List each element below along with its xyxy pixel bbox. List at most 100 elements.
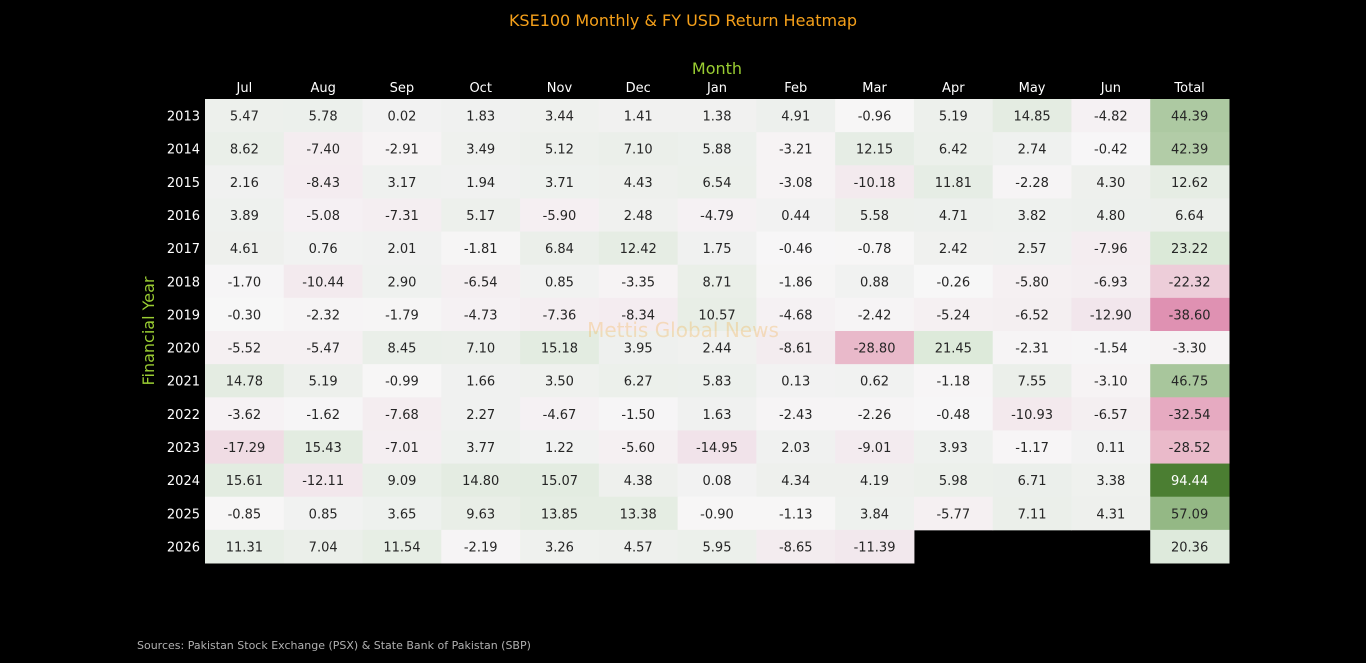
heatmap-cell xyxy=(598,463,679,498)
cell-value-label: 1.83 xyxy=(466,110,495,125)
row-labels: 2013 2014 2015 2016 2017 2018 2019 2020 2021 2022… xyxy=(167,110,200,556)
heatmap-cell xyxy=(1150,463,1230,498)
heatmap-cell xyxy=(283,132,364,166)
heatmap-cell xyxy=(677,99,757,133)
cell-value-label: 4.71 xyxy=(939,209,968,224)
cell-value-label: -38.60 xyxy=(1169,308,1211,323)
cell-value-label: -1.13 xyxy=(779,507,813,522)
heatmap-cell xyxy=(1150,198,1230,233)
heatmap-cell xyxy=(835,430,915,465)
cell-value-label: 14.78 xyxy=(226,375,263,390)
heatmap-cell xyxy=(1150,397,1230,431)
cell-value-label: -1.62 xyxy=(306,408,340,423)
heatmap-cell xyxy=(205,231,285,266)
heatmap-cell xyxy=(677,496,757,531)
heatmap-cell xyxy=(362,297,442,332)
heatmap-cell xyxy=(677,264,757,299)
cell-value-label: 44.39 xyxy=(1171,110,1208,125)
heatmap-cell xyxy=(441,529,521,564)
heatmap-cell xyxy=(598,496,679,531)
cell-value-label: -1.18 xyxy=(936,375,970,390)
cell-value-label: -1.17 xyxy=(1015,441,1049,456)
cell-value-label: -1.50 xyxy=(621,408,655,423)
cell-value-label: -9.01 xyxy=(858,441,892,456)
heatmap-cell xyxy=(598,231,679,266)
heatmap-cell xyxy=(756,198,836,233)
heatmap-cell xyxy=(362,496,442,531)
cell-value-label: 11.54 xyxy=(383,540,420,555)
cell-value-label: -0.46 xyxy=(779,242,813,257)
cell-value-label: -2.43 xyxy=(779,408,813,423)
heatmap-cell xyxy=(913,496,994,531)
heatmap-cell xyxy=(1150,496,1230,531)
heatmap-cell xyxy=(520,198,600,233)
cell-value-label: -0.30 xyxy=(228,308,262,323)
heatmap-cell xyxy=(835,165,915,199)
heatmap-cell xyxy=(835,496,915,531)
heatmap-cell xyxy=(1071,463,1151,498)
heatmap-cell xyxy=(205,264,285,299)
cell-value-label: 3.93 xyxy=(939,441,968,456)
heatmap-cell xyxy=(205,331,285,365)
cell-value-label: -6.54 xyxy=(464,275,498,290)
cell-value-label: 5.19 xyxy=(939,110,968,125)
cell-value-label: -2.19 xyxy=(464,540,498,555)
heatmap-cell xyxy=(835,231,915,266)
cell-value-label: -0.99 xyxy=(385,375,419,390)
heatmap-cell xyxy=(756,430,836,465)
heatmap-cell xyxy=(362,529,442,564)
cell-value-label: 15.43 xyxy=(305,441,342,456)
cell-value-label: 4.43 xyxy=(624,176,653,191)
cell-value-label: -5.90 xyxy=(543,209,577,224)
cell-value-label: -7.01 xyxy=(385,441,419,456)
heatmap-cell xyxy=(441,198,521,233)
cell-value-label: -32.54 xyxy=(1169,408,1211,423)
row-label-2013: 2013 xyxy=(167,110,200,125)
heatmap-cell xyxy=(362,397,442,431)
cell-value-label: -3.21 xyxy=(779,143,813,158)
cell-value-label: -5.47 xyxy=(306,342,340,357)
heatmap-cell xyxy=(520,231,600,266)
cell-value-label: 4.57 xyxy=(624,540,653,555)
cell-value-label: 4.31 xyxy=(1096,507,1125,522)
cell-value-label: -4.82 xyxy=(1094,110,1128,125)
heatmap-cell xyxy=(677,231,757,266)
cell-value-label: 6.27 xyxy=(624,375,653,390)
cell-value-label: -8.61 xyxy=(779,342,813,357)
cell-value-label: -0.85 xyxy=(228,507,262,522)
cell-value-label: -28.80 xyxy=(854,342,896,357)
column-label-nov: Nov xyxy=(547,81,573,96)
cell-value-label: -5.77 xyxy=(936,507,970,522)
cell-value-label: 5.83 xyxy=(703,375,732,390)
row-label-2015: 2015 xyxy=(167,176,200,191)
row-label-2024: 2024 xyxy=(167,474,200,489)
cell-value-label: -5.60 xyxy=(621,441,655,456)
heatmap-cell xyxy=(1150,264,1230,299)
cell-value-label: 6.84 xyxy=(545,242,574,257)
cell-value-label: -11.39 xyxy=(854,540,896,555)
heatmap-cell xyxy=(1150,297,1230,332)
heatmap-cell xyxy=(598,364,679,398)
heatmap-cell xyxy=(835,99,915,133)
heatmap-cell xyxy=(992,397,1072,431)
cell-value-label: -5.80 xyxy=(1015,275,1049,290)
heatmap-cell xyxy=(1071,430,1151,465)
heatmap-cell xyxy=(520,430,600,465)
column-label-jan: Jan xyxy=(706,81,727,96)
cell-value-label: -6.57 xyxy=(1094,408,1128,423)
cell-value-label: 8.45 xyxy=(387,342,416,357)
heatmap-cell xyxy=(992,297,1072,332)
heatmap-cell xyxy=(992,165,1072,199)
heatmap-cell xyxy=(677,463,757,498)
cell-value-label: 1.75 xyxy=(703,242,732,257)
cell-value-label: 4.80 xyxy=(1096,209,1125,224)
cell-value-label: -3.35 xyxy=(621,275,655,290)
heatmap-cell xyxy=(441,99,521,133)
y-axis-title: Financial Year xyxy=(139,276,158,385)
heatmap-cell xyxy=(362,99,442,133)
heatmap-cell xyxy=(520,463,600,498)
heatmap-cell xyxy=(598,331,679,365)
cell-value-label: 5.58 xyxy=(860,209,889,224)
cell-value-label: -0.96 xyxy=(858,110,892,125)
cell-value-label: 2.42 xyxy=(939,242,968,257)
